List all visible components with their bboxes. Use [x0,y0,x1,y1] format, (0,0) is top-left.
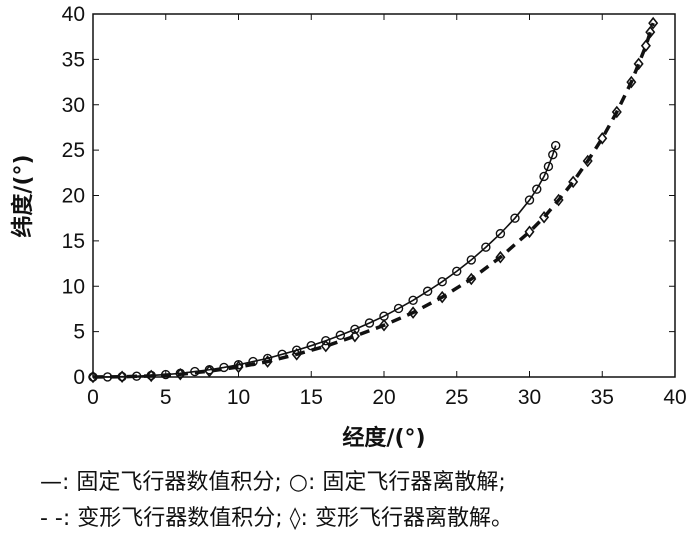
y-tick-label: 15 [62,230,85,253]
diamond-marker [582,154,593,168]
y-tick-label: 25 [62,139,85,162]
x-tick-label: 0 [87,386,99,409]
diamond-marker [611,105,622,119]
diamond-marker [262,355,273,368]
diamond-marker [553,193,564,207]
diamond-marker [378,318,390,332]
circle-marker [532,184,542,194]
x-tick-label: 25 [445,386,468,409]
circle-marker [495,228,506,239]
circle-marker [539,171,549,182]
diamond-marker [87,370,99,384]
diamond-marker [640,39,651,53]
x-tick-label: 20 [372,386,395,409]
y-tick-label: 30 [62,94,85,117]
circle-marker [524,195,535,205]
circle-marker [452,266,462,276]
diamond-marker [349,329,360,343]
diamond-marker [320,339,331,353]
diamond-marker [597,132,608,145]
x-axis-label: 经度/(°) [342,425,425,451]
x-tick-label: 30 [518,386,541,409]
diamond-marker [291,348,302,361]
circle-marker [481,242,491,252]
diamond-marker [539,210,550,224]
circle-marker [350,324,360,335]
diamond-marker [146,369,157,383]
circle-marker [548,149,558,160]
circle-marker [408,295,418,306]
legend-line-2: - -: 变形飞行器数值积分; ◊: 变形飞行器离散解。 [40,506,513,531]
y-tick-label: 40 [62,3,85,26]
y-tick-label: 0 [73,366,85,389]
series-line-2 [92,22,655,379]
x-tick-label: 40 [663,386,686,409]
diamond-marker [524,225,535,239]
circle-marker [466,255,476,265]
diamond-marker [633,57,644,71]
x-tick-label: 10 [227,386,250,409]
legend-line-1: —: 固定飞行器数值积分; ○: 固定飞行器离散解; [40,470,506,495]
diamond-marker [437,290,448,304]
diamond-marker [626,75,637,89]
x-tick-label: 15 [300,386,323,409]
circle-marker [321,336,331,346]
circle-marker [510,213,520,223]
diamond-marker [117,370,128,384]
plot-frame [92,13,676,378]
circle-marker [219,362,229,373]
x-tick-label: 35 [591,386,614,409]
y-tick-label: 10 [62,275,85,298]
diamond-marker [645,25,656,39]
x-tick-label: 5 [160,386,172,409]
circle-marker [335,330,346,340]
y-axis-label: 纬度/(°) [10,154,36,237]
circle-marker [393,303,404,314]
circle-marker [550,140,561,151]
circle-marker [422,286,433,296]
diamond-marker [408,306,419,319]
diamond-marker [233,360,244,374]
diamond-marker [175,367,186,381]
circle-marker [543,161,554,172]
circle-marker [364,318,375,328]
diamond-marker [648,16,659,30]
diamond-marker [466,272,477,286]
diamond-marker [568,175,579,189]
y-tick-label: 5 [73,321,85,344]
circle-marker [437,277,447,287]
y-tick-label: 35 [62,48,85,71]
y-tick-label: 20 [62,185,85,208]
diamond-marker [495,250,506,264]
diamond-marker [204,364,215,378]
circle-marker [306,340,316,351]
